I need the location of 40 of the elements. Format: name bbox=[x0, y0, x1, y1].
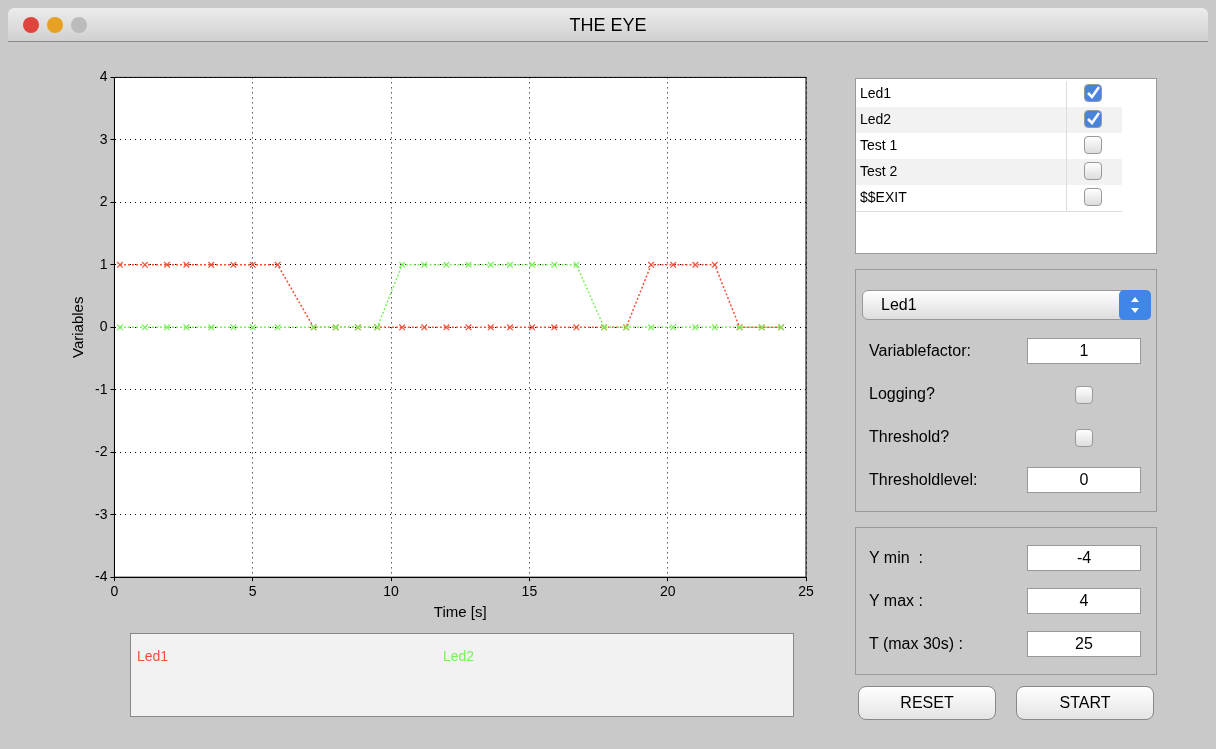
text: Thresholdlevel: bbox=[869, 471, 978, 489]
text: $$EXIT bbox=[860, 189, 907, 205]
y-tick-label: -4 bbox=[95, 568, 108, 585]
text: 1 bbox=[1027, 338, 1141, 364]
text: T (max 30s) : bbox=[869, 635, 963, 653]
text: RESET bbox=[858, 686, 996, 720]
x-tick-label: 25 bbox=[798, 583, 814, 600]
text: 25 bbox=[1027, 631, 1141, 657]
y-tick-label: -1 bbox=[95, 380, 108, 397]
y-tick-label: 4 bbox=[99, 68, 108, 85]
y-tick-label: 1 bbox=[99, 255, 108, 272]
x-tick-label: 10 bbox=[383, 583, 400, 600]
text: Led1 bbox=[860, 85, 892, 101]
text: Test 1 bbox=[860, 137, 898, 153]
text: -4 bbox=[1027, 545, 1141, 571]
x-tick-label: 20 bbox=[659, 583, 676, 600]
y-tick-label: 2 bbox=[99, 193, 108, 210]
text: Test 2 bbox=[860, 163, 898, 179]
text: START bbox=[1016, 686, 1154, 720]
text: Variablefactor: bbox=[869, 342, 971, 360]
x-tick-label: 15 bbox=[521, 583, 538, 600]
text: Led1 bbox=[881, 296, 917, 314]
chart-title: THE EYE bbox=[568, 15, 648, 36]
text: Logging? bbox=[869, 385, 935, 403]
text: Y min : bbox=[869, 549, 923, 567]
y-tick-label: -3 bbox=[95, 505, 108, 522]
y-tick-label: 0 bbox=[99, 318, 108, 335]
text: Y max : bbox=[869, 592, 923, 610]
text: Led2 bbox=[860, 111, 892, 127]
y-tick-label: 3 bbox=[99, 130, 108, 147]
text: Led2 bbox=[443, 648, 475, 664]
text: Threshold? bbox=[869, 428, 950, 446]
x-tick-label: 5 bbox=[248, 583, 257, 600]
y-tick-label: -2 bbox=[95, 443, 108, 460]
x-axis-title: Time [s] bbox=[433, 603, 487, 621]
x-tick-label: 0 bbox=[110, 583, 119, 600]
text: Led1 bbox=[137, 648, 169, 664]
y-axis-title: Variables bbox=[69, 296, 87, 359]
text: 4 bbox=[1027, 588, 1141, 614]
text: 0 bbox=[1027, 467, 1141, 493]
